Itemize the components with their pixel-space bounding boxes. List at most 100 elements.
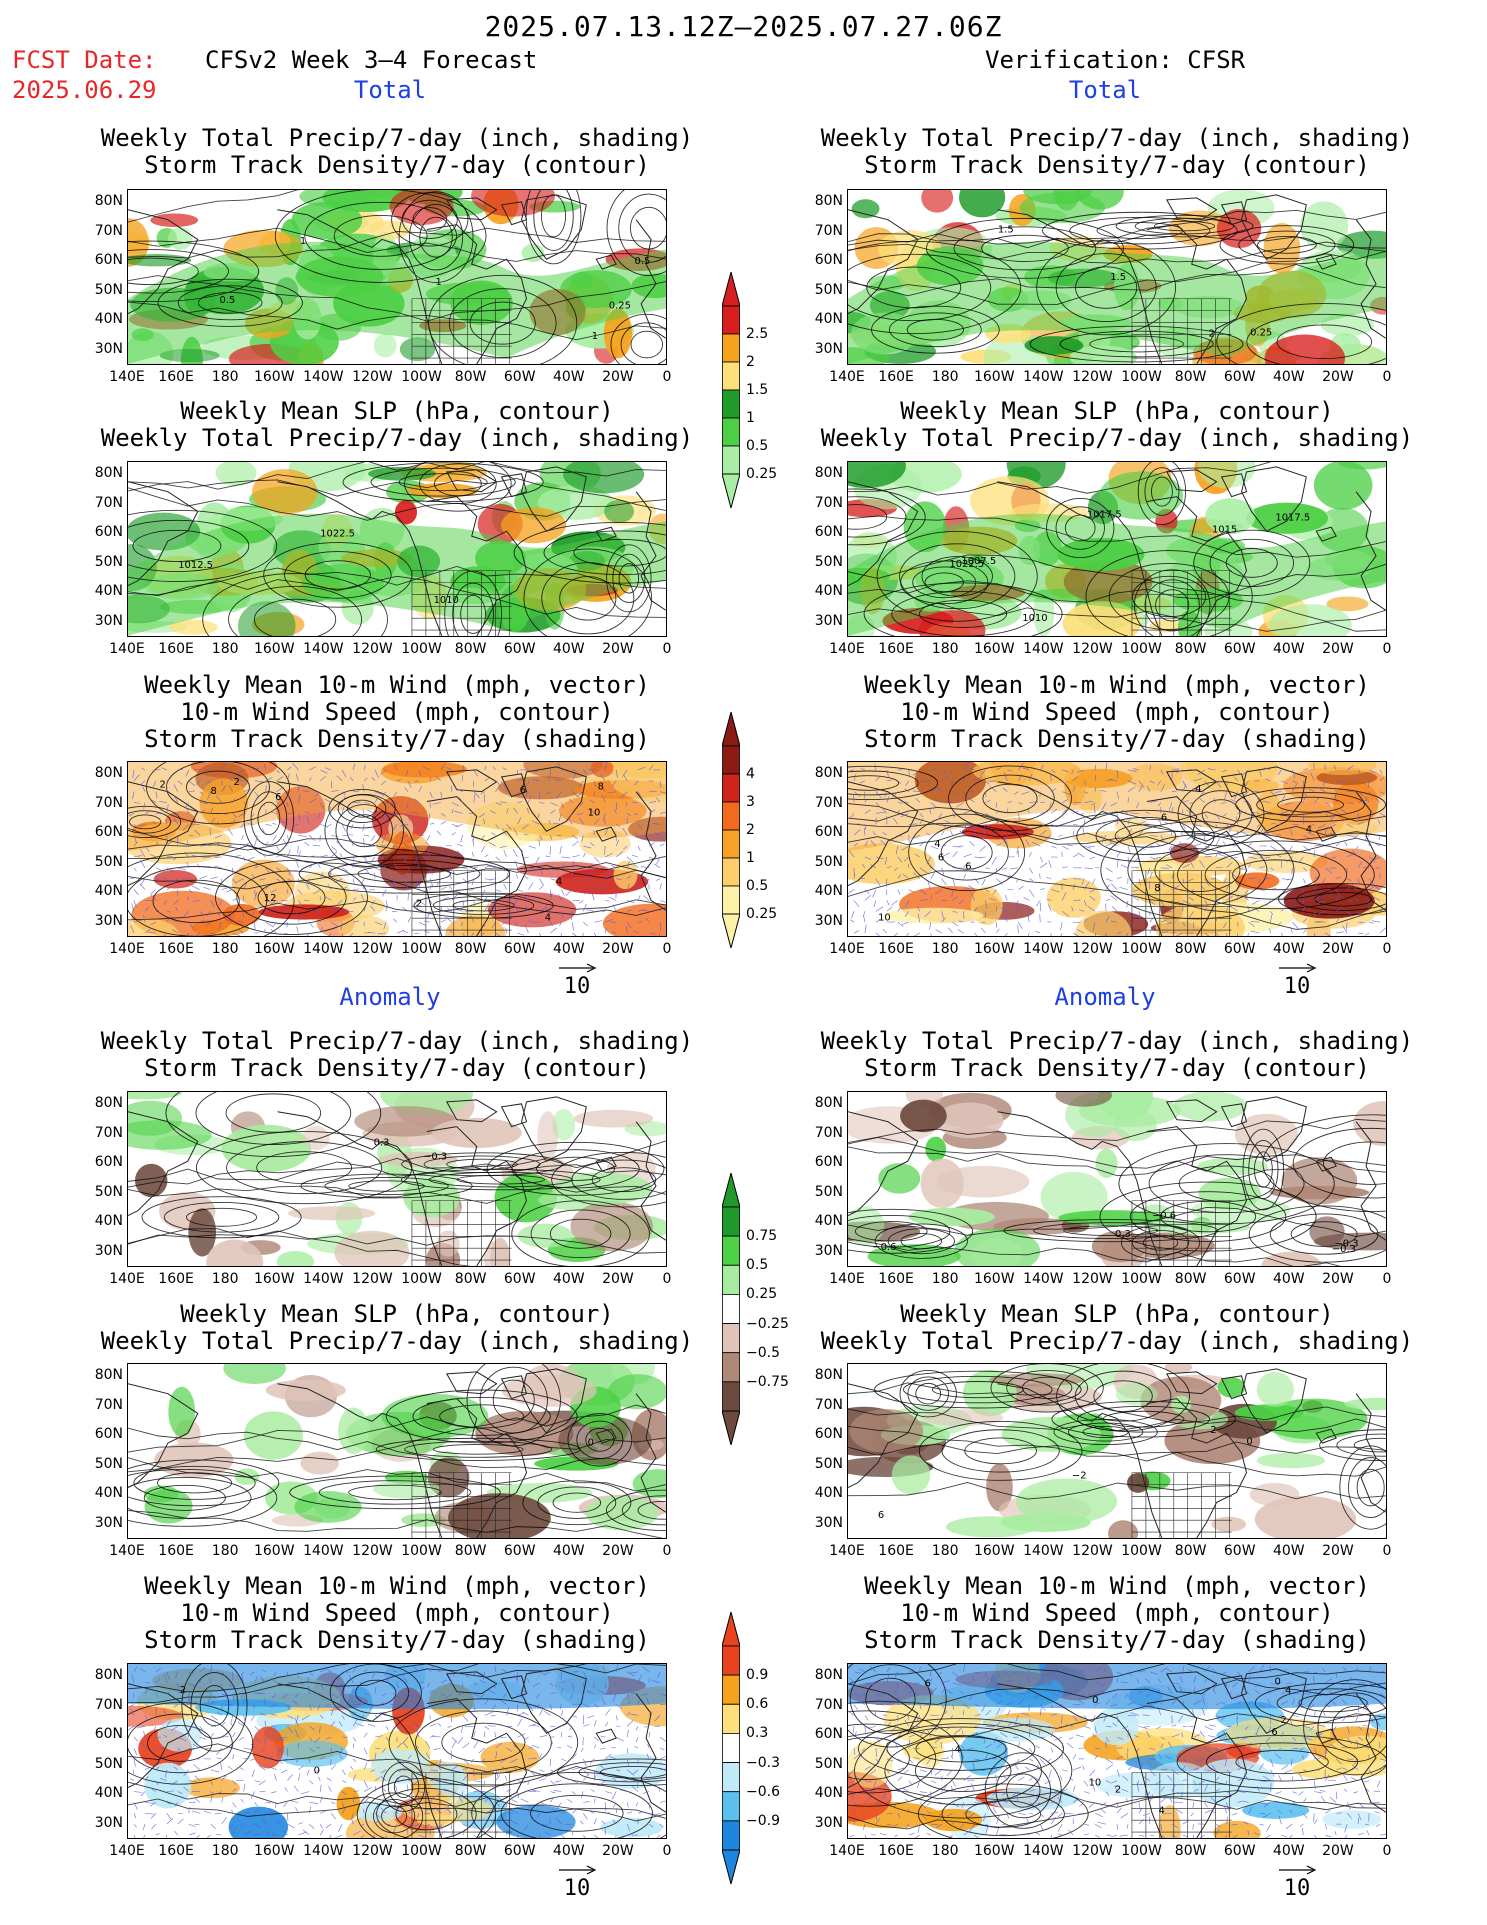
map-panel-r4: −0.6 −0.3 −0.6 −0.3 0.3	[847, 1091, 1387, 1267]
lat-label: 60N	[814, 1726, 843, 1742]
lon-label: 160E	[878, 369, 914, 385]
lon-label: 160W	[973, 641, 1015, 657]
panel-title-l5-2: Weekly Total Precip/7‑day (inch, shading…	[100, 1327, 694, 1355]
lon-label: 20W	[1322, 641, 1354, 657]
lat-label: 30N	[814, 340, 843, 357]
lon-label: 120W	[1072, 1271, 1113, 1287]
lon-label: 140E	[829, 641, 865, 657]
lon-label: 20W	[602, 1271, 634, 1287]
colorbar-label: 0.5	[746, 1257, 769, 1274]
lon-label: 160W	[253, 1543, 295, 1559]
lon-label: 0	[662, 941, 672, 957]
contour-label: 1	[300, 236, 306, 247]
lon-label: 100W	[401, 1843, 442, 1859]
vector-reference: 10	[1267, 1864, 1327, 1901]
lon-label: 180	[211, 369, 239, 385]
lon-label: 40W	[552, 369, 585, 385]
main-title: 2025.07.13.12Z–2025.07.27.06Z	[484, 10, 1003, 43]
contour-label: 4	[955, 1745, 961, 1756]
colorbar-label: 0.6	[746, 1696, 769, 1713]
colorbar-label: 0.25	[746, 906, 778, 922]
lon-label: 40W	[1272, 941, 1305, 957]
colorbar-label: 0.25	[746, 466, 778, 482]
lon-label: 160E	[158, 369, 194, 385]
contour-label: 8	[598, 782, 604, 793]
contour-label: 2	[416, 898, 422, 909]
lon-label: 60W	[1223, 941, 1256, 957]
lat-label: 40N	[94, 1485, 123, 1501]
lon-label: 120W	[352, 941, 393, 957]
lon-label: 140E	[109, 1271, 145, 1287]
lon-label: 180	[211, 941, 239, 957]
contour-label: 2	[1209, 328, 1215, 339]
panel-title-l3-3: Storm Track Density/7‑day (shading)	[144, 725, 650, 753]
lat-label: 60N	[814, 1154, 843, 1170]
map-panel-l4: 0.3 −0.3	[127, 1091, 667, 1267]
map-panel-l5: 0	[127, 1363, 667, 1539]
lat-label: 50N	[814, 1455, 843, 1472]
lon-label: 140E	[829, 369, 865, 385]
lat-label: 40N	[94, 1785, 123, 1801]
contour-label: 0.25	[1250, 328, 1272, 339]
lon-label: 180	[211, 1271, 239, 1287]
vector-reference-value: 10	[1283, 1876, 1311, 1901]
vector-reference: 10	[547, 962, 607, 999]
panel-title-l6-1: Weekly Mean 10‑m Wind (mph, vector)	[144, 1572, 650, 1600]
contour-label: 1010	[434, 595, 459, 606]
colorbar-label: −0.75	[746, 1373, 789, 1390]
contour-label: 2	[1115, 1785, 1121, 1796]
lon-label: 140W	[1023, 369, 1064, 385]
contour-label: 4	[1306, 825, 1312, 836]
lon-label: 100W	[401, 1543, 442, 1559]
lon-label: 40W	[552, 1543, 585, 1559]
lat-label: 50N	[814, 281, 843, 298]
lat-label: 30N	[814, 1514, 843, 1531]
contour-label: 6	[925, 1678, 931, 1689]
lat-label: 40N	[814, 583, 843, 599]
lon-label: 180	[211, 641, 239, 657]
lon-label: 160E	[158, 1843, 194, 1859]
panel-title-r4-2: Storm Track Density/7‑day (contour)	[864, 1054, 1370, 1082]
lat-label: 30N	[814, 1242, 843, 1259]
contour-label: 4	[1195, 784, 1201, 795]
lon-label: 160E	[878, 641, 914, 657]
contour-label: 4	[1158, 1806, 1164, 1817]
lat-label: 30N	[94, 1814, 123, 1831]
lon-label: 60W	[503, 1843, 536, 1859]
lon-label: 20W	[602, 941, 634, 957]
lat-label: 70N	[814, 794, 843, 811]
contour-label: 10	[1089, 1777, 1102, 1788]
lon-label: 140E	[109, 369, 145, 385]
contour-label: 2	[180, 1685, 186, 1696]
lon-label: 160E	[878, 1543, 914, 1559]
lon-label: 80W	[1174, 1543, 1207, 1559]
contour-label: 4	[556, 877, 562, 888]
contour-label: 6	[1161, 812, 1167, 823]
lon-label: 180	[931, 1271, 959, 1287]
colorbar-label: 1	[746, 850, 755, 866]
contour-label: 10	[878, 913, 891, 924]
fcst-date-label: FCST Date:	[12, 46, 157, 74]
lon-label: 40W	[1272, 1543, 1305, 1559]
lon-label: 80W	[1174, 1271, 1207, 1287]
contour-label: 2	[234, 777, 240, 788]
contour-label: 2	[1280, 1715, 1286, 1726]
lon-label: 100W	[1121, 1843, 1162, 1859]
lon-label: 160E	[158, 641, 194, 657]
lon-label: 0	[662, 1271, 672, 1287]
lat-label: 30N	[814, 1814, 843, 1831]
lon-label: 160W	[253, 641, 295, 657]
lon-label: 160W	[973, 1543, 1015, 1559]
panel-title-l4-1: Weekly Total Precip/7‑day (inch, shading…	[100, 1027, 694, 1055]
panel-title-r2-1: Weekly Mean SLP (hPa, contour)	[900, 397, 1334, 425]
contour-label: 6	[275, 792, 281, 803]
lat-label: 50N	[94, 1183, 123, 1200]
map-panel-r2: 1015 1017.5 1007.5 1010 1017.5 1022.5	[847, 461, 1387, 637]
lat-label: 50N	[94, 1455, 123, 1472]
lon-label: 40W	[1272, 1843, 1305, 1859]
contour-label: 1017.5	[1087, 509, 1122, 520]
contour-label: 0	[1246, 1436, 1252, 1447]
lon-label: 100W	[1121, 641, 1162, 657]
colorbar-label: 1.5	[746, 382, 769, 398]
contour-label: −0.6	[1152, 1210, 1176, 1221]
